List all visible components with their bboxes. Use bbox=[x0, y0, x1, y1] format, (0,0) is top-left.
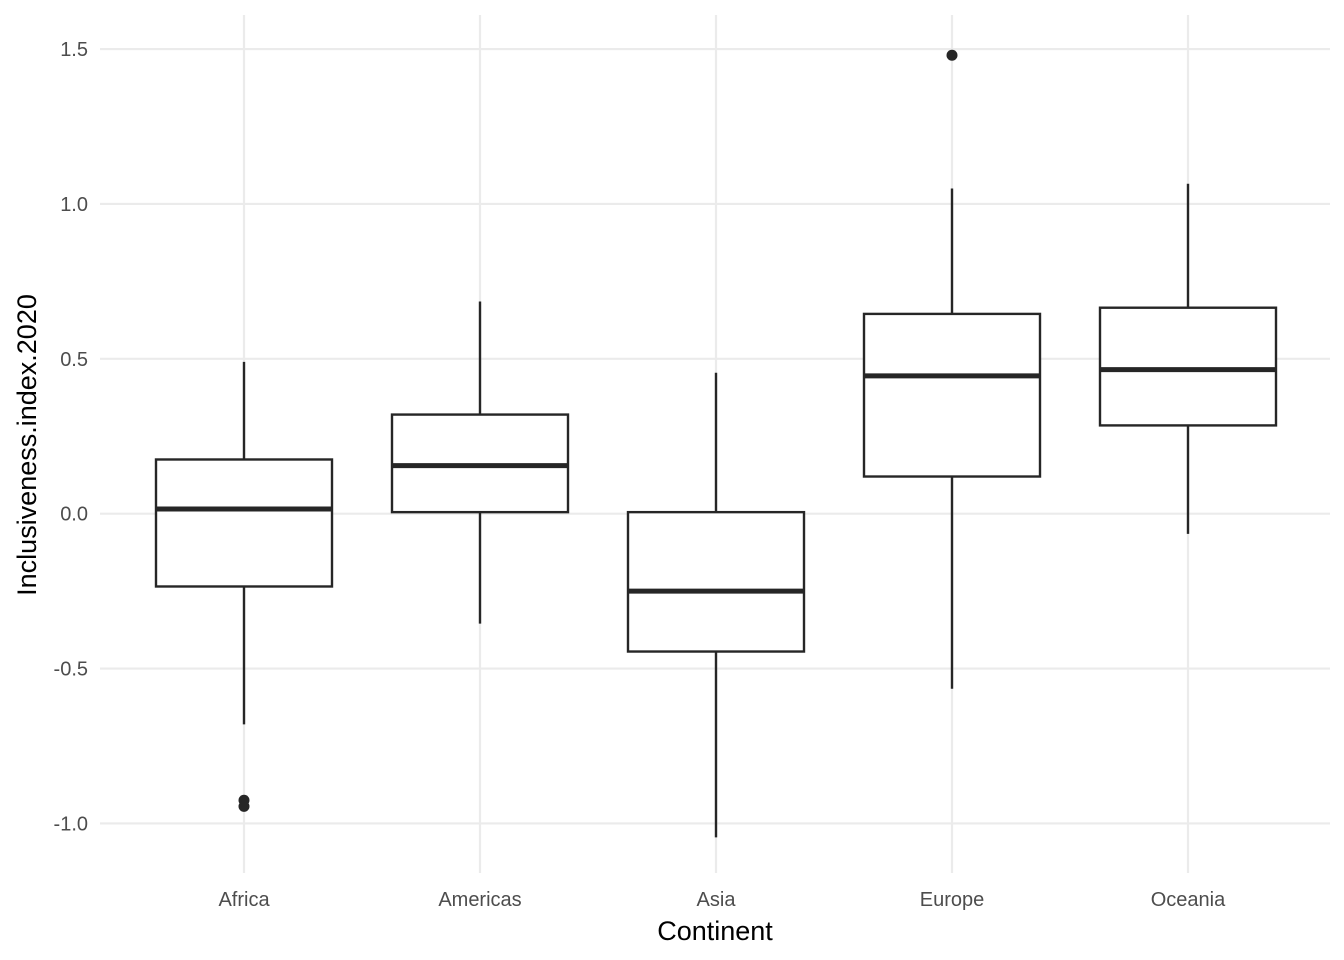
x-tick-label: Europe bbox=[920, 889, 985, 911]
y-axis-title: Inclusiveness.index.2020 bbox=[12, 294, 42, 596]
x-axis-ticks: Africa Americas Asia Europe Oceania bbox=[218, 889, 1226, 911]
iqr-box bbox=[626, 510, 806, 653]
box-europe bbox=[862, 49, 1042, 689]
boxes bbox=[154, 49, 1278, 838]
y-tick-label: 0.0 bbox=[60, 504, 88, 526]
box-asia bbox=[626, 372, 806, 838]
y-tick-label: 1.0 bbox=[60, 194, 88, 216]
iqr-box bbox=[862, 312, 1042, 478]
x-tick-label: Africa bbox=[218, 889, 270, 911]
outlier-point bbox=[238, 800, 250, 812]
x-tick-label: Americas bbox=[438, 889, 521, 911]
y-axis-ticks: -1.0 -0.5 0.0 0.5 1.0 1.5 bbox=[54, 39, 88, 835]
y-tick-label: 1.5 bbox=[60, 39, 88, 61]
box-americas bbox=[390, 301, 570, 624]
iqr-box bbox=[1098, 306, 1278, 427]
x-tick-label: Oceania bbox=[1151, 889, 1226, 911]
iqr-box bbox=[154, 458, 334, 588]
x-axis-title: Continent bbox=[657, 916, 773, 946]
x-tick-label: Asia bbox=[697, 889, 737, 911]
outlier-point bbox=[946, 49, 958, 61]
y-tick-label: -1.0 bbox=[54, 813, 88, 835]
box-africa bbox=[154, 361, 334, 812]
box-oceania bbox=[1098, 183, 1278, 534]
y-tick-label: 0.5 bbox=[60, 349, 88, 371]
y-tick-label: -0.5 bbox=[54, 659, 88, 681]
